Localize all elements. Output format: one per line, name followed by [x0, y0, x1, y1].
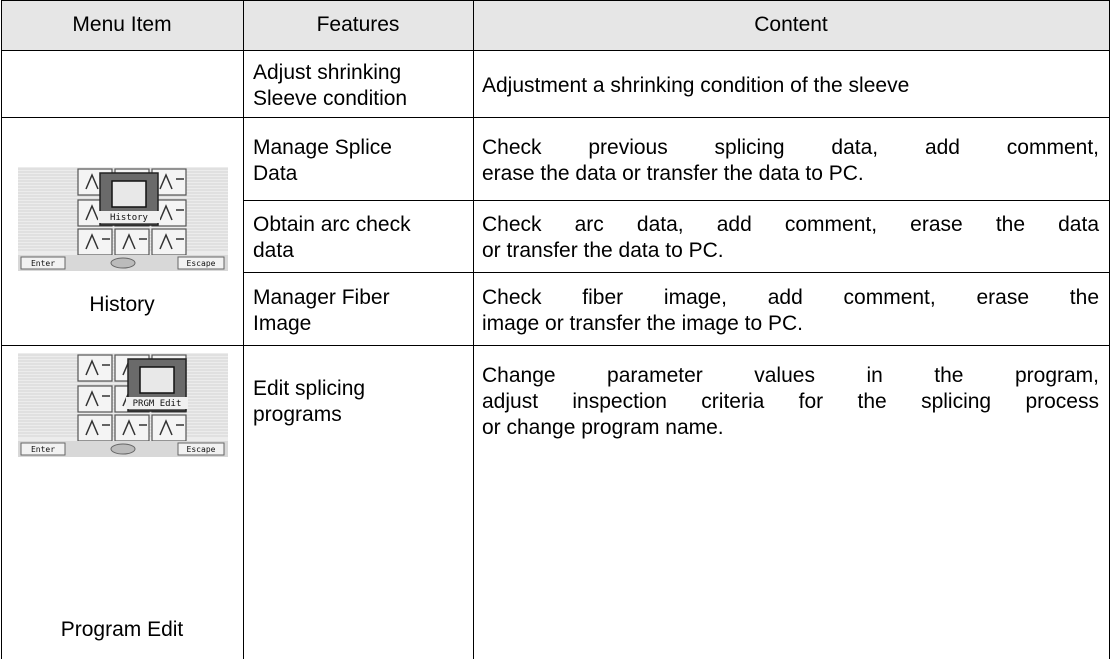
icon-shape [111, 180, 147, 208]
icon-shape [98, 211, 160, 223]
icon-shape [159, 204, 184, 221]
content-text: Adjustment a shrinking condition of the … [482, 73, 1099, 99]
content-text: Check arc data, add comment, erase the d… [482, 212, 1099, 264]
menu-icon: History Enter Escape [18, 167, 228, 271]
content-line: Check previous splicing data, add commen… [482, 135, 1099, 159]
feature-text: Obtain arc check data [253, 213, 411, 262]
header-bg [1, 1, 1109, 50]
icon-button: Enter [31, 259, 55, 268]
content-line: Change parameter values in the program, [482, 364, 1099, 387]
icon-shape [177, 256, 225, 270]
content-line: or change program name. [482, 416, 724, 439]
border [243, 272, 1110, 273]
icon-shape [85, 233, 110, 250]
content-line: Adjustment a shrinking condition of the … [482, 73, 910, 97]
border [243, 200, 1110, 201]
feature-text: Edit splicing programs [253, 377, 366, 426]
icon-shape [20, 442, 66, 456]
icon-shape [159, 419, 184, 436]
content-line: image or transfer the image to PC. [482, 311, 803, 335]
icon-shape [85, 359, 110, 376]
feature-text: Manage Splice Data [253, 135, 392, 185]
icon-shape [122, 419, 147, 436]
border [1, 0, 2, 659]
feature-text: Adjust shrinking Sleeve condition [253, 60, 408, 110]
icon-shape [122, 233, 147, 250]
menu-icon: PRGM Edit Enter Escape [18, 353, 228, 457]
icon-shape [110, 257, 136, 269]
icon-shape [20, 256, 66, 270]
menu-label: History [89, 293, 155, 316]
icon-shape [85, 419, 110, 436]
border [1, 0, 1110, 1]
icon-button: Escape [187, 259, 216, 268]
icon-caption: History [110, 213, 149, 223]
icon-caption: PRGM Edit [133, 399, 182, 409]
menu-label: Program Edit [60, 618, 184, 641]
icon-shape [159, 173, 184, 190]
icon-button: Enter [31, 445, 55, 454]
header-cell: Menu Item [72, 13, 172, 36]
icon-shape [159, 233, 184, 250]
header-cell: Features [316, 13, 400, 36]
border [1, 117, 1110, 118]
border [1, 50, 1110, 51]
content-text: Check previous splicing data, add commen… [482, 135, 1099, 187]
content-text: Change parameter values in the program, a… [482, 363, 1099, 441]
content-line: Check fiber image, add comment, erase th… [482, 285, 1099, 309]
icon-shape [139, 366, 175, 394]
border [473, 0, 474, 659]
content-line: adjust inspection criteria for the splic… [482, 390, 1099, 413]
border [243, 0, 244, 659]
header-cell: Content [754, 13, 828, 36]
border [1, 345, 1110, 346]
icon-shape [177, 442, 225, 456]
content-text: Check fiber image, add comment, erase th… [482, 285, 1099, 337]
feature-text: Manager Fiber Image [253, 285, 390, 335]
content-line: Check arc data, add comment, erase the d… [482, 213, 1099, 236]
icon-button: Escape [187, 445, 216, 454]
icon-shape [85, 390, 110, 407]
icon-shape [126, 397, 188, 409]
icon-shape [110, 443, 136, 455]
content-line: erase the data or transfer the data to P… [482, 161, 864, 185]
content-line: or transfer the data to PC. [482, 239, 724, 262]
